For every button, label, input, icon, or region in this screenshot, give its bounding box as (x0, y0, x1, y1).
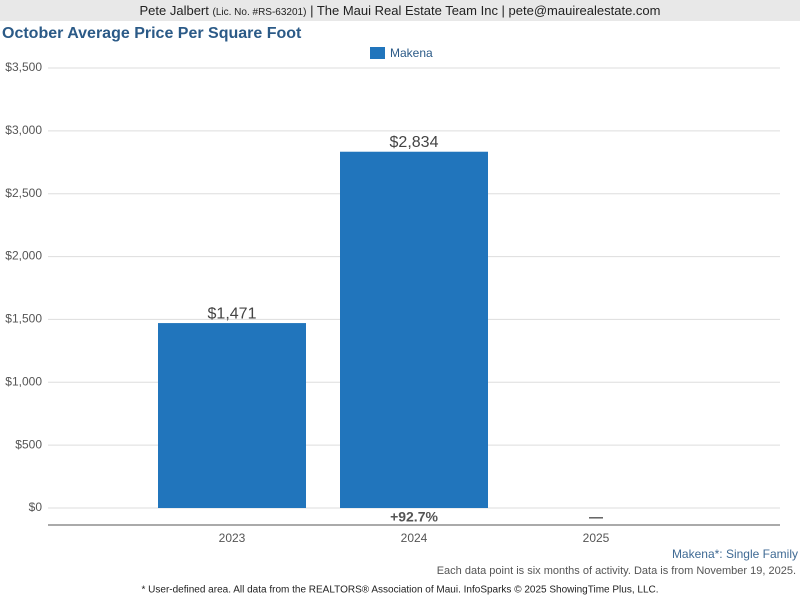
chart-title: October Average Price Per Square Foot (2, 25, 302, 42)
change-label: +92.7% (390, 509, 438, 525)
value-label: $1,471 (208, 305, 257, 322)
y-tick-label: $3,500 (5, 60, 42, 74)
license: (Lic. No. #RS-63201) (212, 7, 307, 18)
header: Pete Jalbert (Lic. No. #RS-63201) | The … (0, 0, 800, 21)
y-tick-label: $1,500 (5, 312, 42, 326)
y-tick-label: $2,000 (5, 249, 42, 263)
data-note: Each data point is six months of activit… (437, 565, 796, 577)
x-tick-label: 2024 (401, 531, 428, 545)
legend-label: Makena (390, 46, 433, 60)
bar (340, 151, 488, 508)
y-tick-label: $2,500 (5, 186, 42, 200)
bar (158, 323, 306, 508)
y-tick-label: $1,000 (5, 374, 42, 388)
y-tick-label: $3,000 (5, 123, 42, 137)
change-label: — (589, 509, 603, 525)
legend-swatch (370, 47, 385, 59)
y-tick-label: $500 (15, 437, 42, 451)
value-label: $2,834 (390, 134, 439, 151)
x-tick-label: 2025 (583, 531, 610, 545)
source-note: * User-defined area. All data from the R… (141, 585, 658, 596)
agent-name: Pete Jalbert (139, 3, 209, 18)
y-tick-label: $0 (29, 500, 43, 514)
area-note: Makena*: Single Family (672, 547, 798, 561)
x-tick-label: 2023 (219, 531, 246, 545)
company: | The Maui Real Estate Team Inc | pete@m… (310, 3, 661, 18)
